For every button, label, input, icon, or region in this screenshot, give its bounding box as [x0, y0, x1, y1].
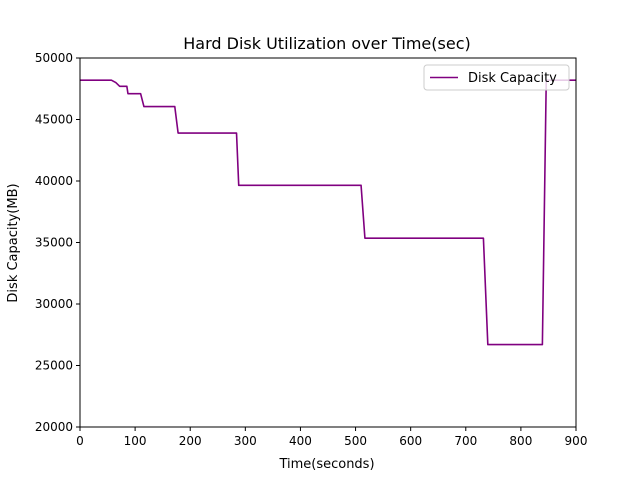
x-tick-label: 700 [454, 434, 477, 448]
series-line-0 [80, 79, 576, 346]
y-tick-label: 20000 [35, 420, 73, 434]
legend-label-0: Disk Capacity [468, 71, 557, 86]
y-tick-label: 40000 [35, 174, 73, 188]
legend-box [423, 64, 570, 91]
y-tick-label: 35000 [35, 236, 73, 250]
x-axis-label: Time(seconds) [278, 457, 374, 472]
y-axis-label: Disk Capacity(MB) [6, 183, 21, 302]
x-tick-label: 100 [124, 434, 147, 448]
y-tick-label: 30000 [35, 297, 73, 311]
x-tick-label: 400 [289, 434, 312, 448]
x-tick-label: 500 [344, 434, 367, 448]
x-tick-label: 600 [399, 434, 422, 448]
x-tick-label: 900 [565, 434, 588, 448]
plot-layer: 0 100 200 300 400 500 600 700 800 900 20000 25000 30… [35, 51, 588, 448]
x-tick-label: 800 [509, 434, 532, 448]
x-tick-label: 200 [179, 434, 202, 448]
y-tick-label: 45000 [35, 113, 73, 127]
y-tick-label: 50000 [35, 51, 73, 65]
x-tick-label: 300 [234, 434, 257, 448]
x-tick-label: 0 [76, 434, 84, 448]
y-tick-label: 25000 [35, 359, 73, 373]
chart-title: Hard Disk Utilization over Time(sec) [183, 34, 470, 53]
